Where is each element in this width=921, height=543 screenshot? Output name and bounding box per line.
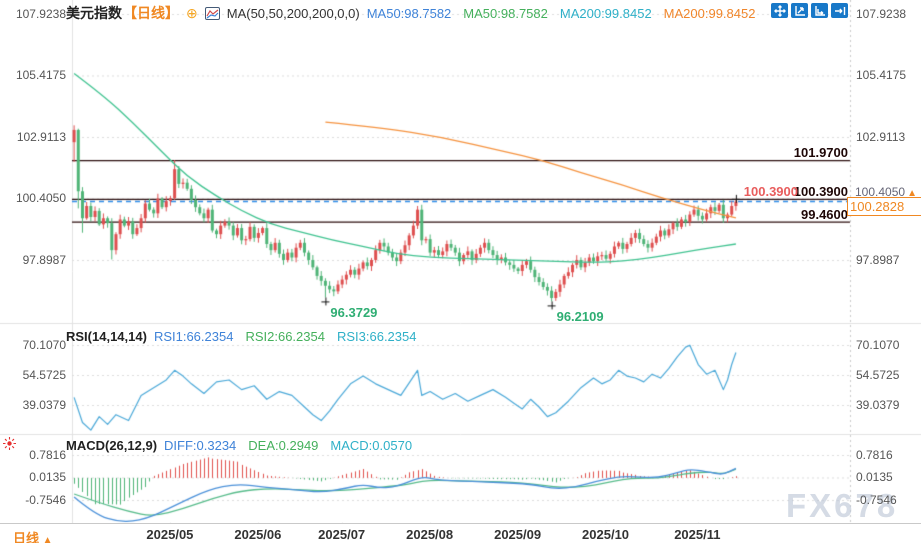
macd-pane-header: MACD(26,12,9) DIFF:0.3234 DEA:0.2949 MAC… — [66, 438, 412, 453]
macd-y-tick-left: -0.7546 — [25, 492, 66, 507]
price-level-label: 100.3900 — [793, 183, 848, 199]
rsi3-value: RSI3:66.2354 — [336, 329, 417, 344]
rsi-y-tick-right: 70.1070 — [856, 338, 900, 352]
rsi1-value: RSI1:66.2354 — [153, 329, 234, 344]
ma200-value-2: MA200:99.8452 — [663, 5, 756, 21]
diff-value: DIFF:0.3234 — [164, 438, 237, 453]
rsi-title: RSI(14,14,14) — [66, 329, 147, 344]
period-tag: 【日线】 — [123, 5, 179, 21]
jump-latest-icon[interactable] — [831, 3, 848, 18]
macd-y-tick-left: 0.7816 — [29, 448, 66, 462]
macd-y-tick-right: -0.7546 — [856, 492, 897, 507]
rsi2-value: RSI2:66.2354 — [245, 329, 325, 344]
macd-y-tick-left: 0.0135 — [29, 470, 66, 485]
circle-plus-icon[interactable]: ⊕ — [186, 4, 198, 21]
dea-value: DEA:0.2949 — [248, 438, 319, 453]
macd-value: MACD:0.0570 — [330, 438, 413, 453]
x-axis-month-label: 2025/09 — [494, 527, 542, 542]
x-axis-month-label: 2025/06 — [234, 527, 282, 542]
ma-indicator-params: MA(50,50,200,200,0,0) — [226, 5, 360, 21]
swing-low-annotation: 96.2109 — [556, 309, 604, 325]
macd-title: MACD(26,12,9) — [66, 438, 158, 453]
main-y-tick-right: 102.9113 — [856, 129, 906, 144]
price-level-label: 101.9700 — [793, 145, 848, 161]
x-axis-month-label: 2025/07 — [318, 527, 366, 542]
axis-scale-icon[interactable] — [811, 3, 828, 18]
main-y-tick-right: 105.4175 — [856, 68, 907, 83]
chart-style-icon[interactable] — [204, 6, 220, 20]
x-axis-month-label: 2025/11 — [674, 527, 721, 542]
ma50-value-2: MA50:98.7582 — [463, 5, 548, 21]
time-axis-bar: 日线 ▲ — [0, 523, 921, 543]
chart-toolbar — [771, 3, 848, 18]
main-y-tick-left: 102.9113 — [16, 129, 66, 144]
main-y-tick-left: 97.8987 — [22, 252, 66, 267]
period-selector-button[interactable]: 日线 ▲ — [13, 528, 53, 543]
ma50-value-1: MA50:98.7582 — [366, 5, 452, 21]
fit-chart-icon[interactable] — [791, 3, 808, 18]
sun-marker-icon[interactable] — [2, 436, 17, 456]
rsi-y-tick-right: 39.0379 — [856, 398, 900, 412]
price-up-arrow-icon: ▲ — [907, 188, 917, 199]
macd-y-tick-right: 0.0135 — [856, 470, 893, 485]
symbol-name: 美元指数 — [66, 5, 122, 21]
rsi-y-tick-right: 54.5725 — [856, 368, 900, 382]
x-axis-month-label: 2025/05 — [146, 527, 194, 542]
swing-low-annotation: 96.3729 — [330, 305, 378, 321]
main-y-tick-right: 107.9238 — [856, 7, 907, 21]
main-y-tick-left: 107.9238 — [15, 7, 66, 21]
current-price-badge: 100.2828 — [847, 197, 921, 216]
rsi-pane-header: RSI(14,14,14) RSI1:66.2354 RSI2:66.2354 … — [66, 329, 416, 344]
x-axis-month-label: 2025/08 — [406, 527, 454, 542]
price-level-label: 99.4600 — [801, 206, 848, 222]
main-y-tick-right: 97.8987 — [856, 252, 900, 267]
chevron-up-icon: ▲ — [42, 535, 53, 543]
main-y-tick-left: 100.4050 — [15, 191, 66, 206]
macd-y-tick-right: 0.7816 — [856, 448, 893, 462]
x-axis-month-label: 2025/10 — [582, 527, 630, 542]
rsi-y-tick-left: 54.5725 — [22, 368, 66, 382]
pan-crosshair-icon[interactable] — [771, 3, 788, 18]
ma200-value-1: MA200:99.8452 — [559, 5, 652, 21]
last-price-flag-label: 100.3900 — [743, 183, 798, 199]
rsi-y-tick-left: 70.1070 — [22, 338, 66, 352]
axis-nearest-tick: 100.4050 ▲ — [855, 185, 917, 199]
rsi-y-tick-left: 39.0379 — [22, 398, 66, 412]
watermark: FX678 — [786, 487, 899, 524]
main-pane-header: 美元指数 【日线】 ⊕ MA(50,50,200,200,0,0) MA50:9… — [66, 3, 755, 23]
main-y-tick-left: 105.4175 — [15, 68, 66, 83]
